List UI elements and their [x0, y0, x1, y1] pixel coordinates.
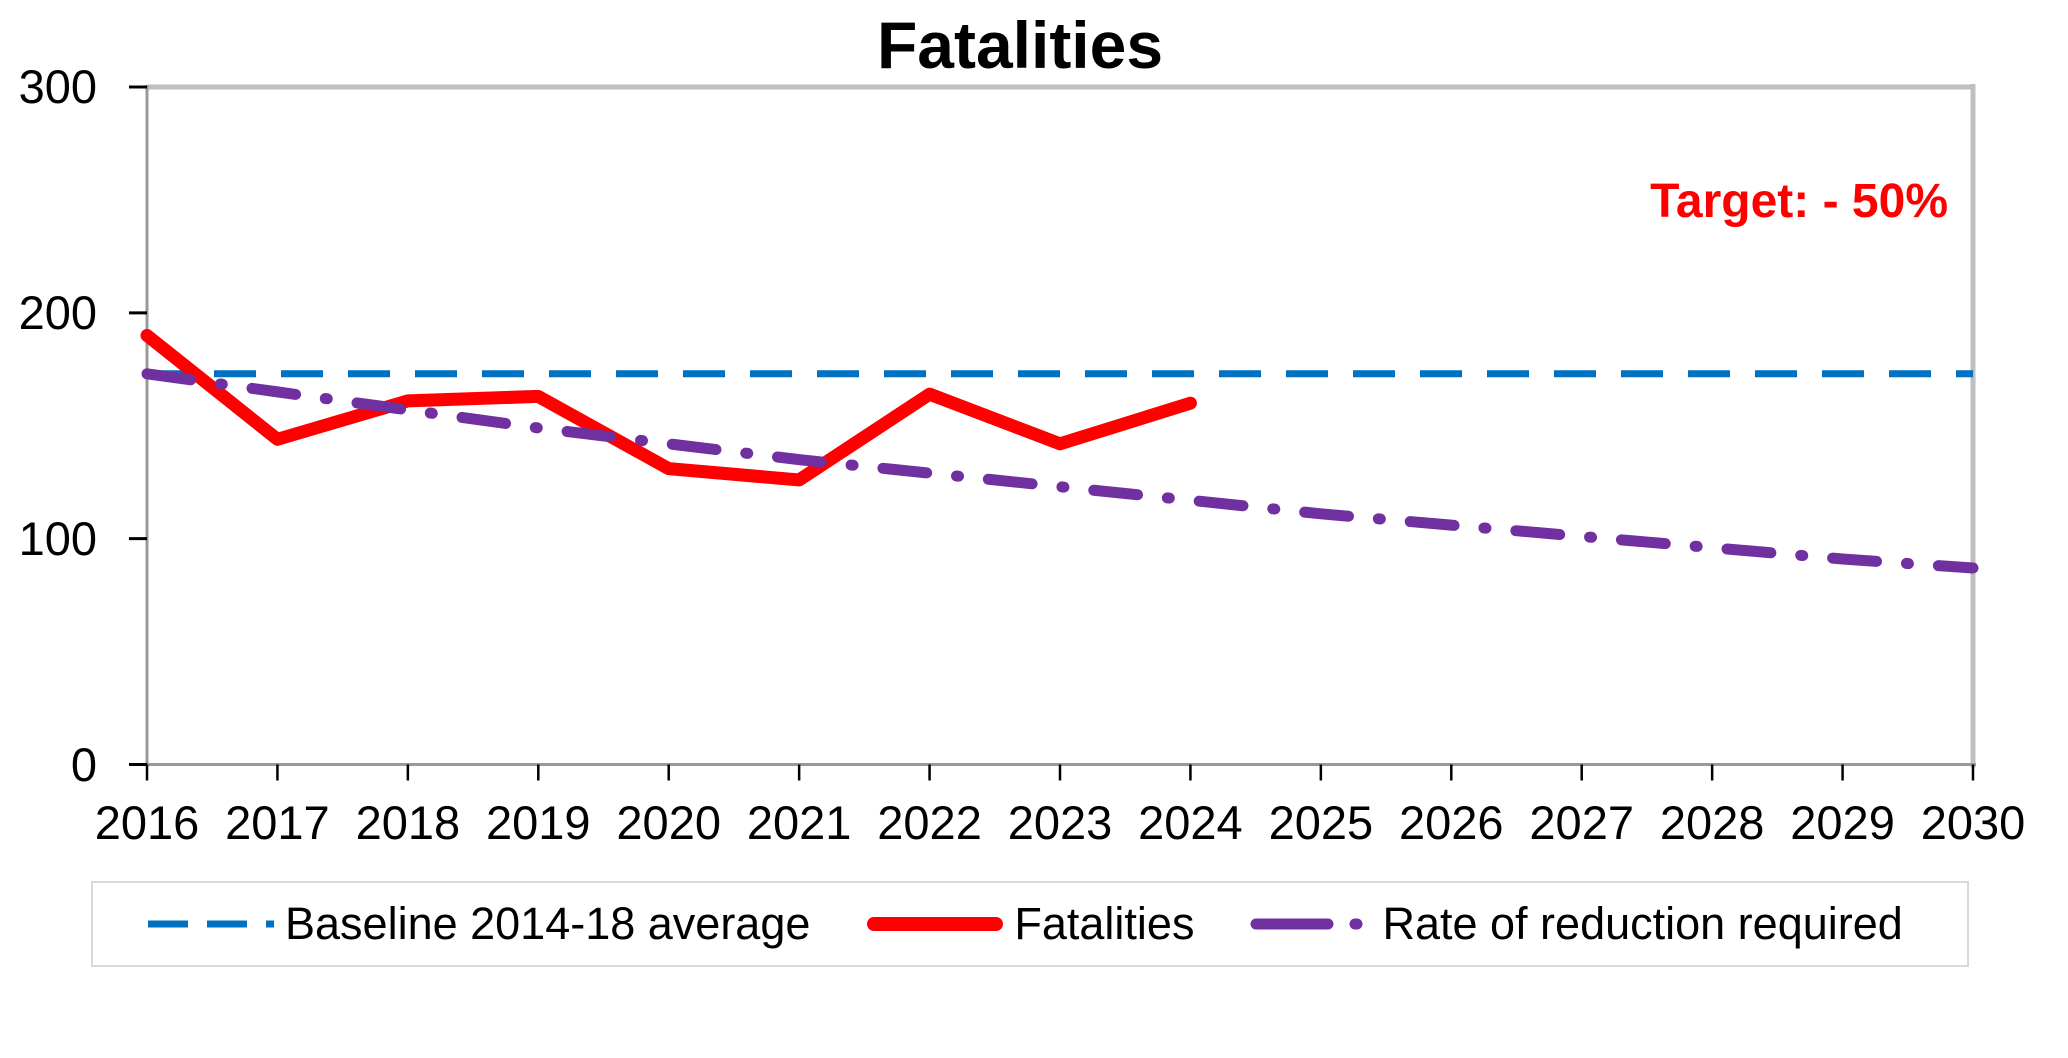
x-axis-label-2026: 2026	[1399, 796, 1504, 849]
x-axis-label-2030: 2030	[1920, 796, 2026, 849]
x-axis-label-2022: 2022	[877, 796, 982, 849]
x-axis-label-2021: 2021	[746, 796, 852, 849]
series-reduction	[141, 368, 1979, 574]
reduction-dash-dot-line-marker	[1250, 918, 1373, 930]
legend-item-fatalities: Fatalities	[866, 900, 1194, 948]
legend-item-reduction: Rate of reduction required	[1250, 898, 1903, 949]
x-axis-label-2025: 2025	[1268, 796, 1374, 849]
x-axis-label-2017: 2017	[225, 796, 330, 849]
y-axis-label-300: 300	[18, 60, 97, 113]
legend-item-baseline: Baseline 2014-18 average	[147, 900, 810, 948]
x-axis-label-2018: 2018	[355, 796, 461, 849]
x-axis-label-2029: 2029	[1790, 796, 1895, 849]
target-annotation: Target: - 50%	[1650, 175, 1948, 228]
y-axis-label-100: 100	[18, 511, 97, 565]
y-axis-label-200: 200	[18, 285, 97, 339]
legend-label-baseline: Baseline 2014-18 average	[285, 898, 811, 949]
x-axis-label-2024: 2024	[1138, 796, 1243, 849]
legend-label-fatalities: Fatalities	[1014, 898, 1195, 949]
legend-label-reduction: Rate of reduction required	[1382, 898, 1903, 949]
fatalities-solid-line-marker	[867, 917, 1004, 931]
baseline-dashed-line-marker	[148, 920, 274, 928]
x-axis-label-2016: 2016	[94, 796, 200, 849]
x-axis-label-2028: 2028	[1659, 796, 1765, 849]
legend: Baseline 2014-18 average Fatalities Rate…	[91, 881, 1969, 967]
x-axis-label-2023: 2023	[1007, 796, 1113, 849]
y-axis-label-0: 0	[70, 737, 97, 791]
series-fatalities	[140, 328, 1197, 487]
x-axis-label-2027: 2027	[1529, 796, 1634, 849]
x-axis-label-2019: 2019	[486, 796, 591, 849]
chart-title: Fatalities	[876, 8, 1164, 82]
x-axis-label-2020: 2020	[616, 796, 721, 849]
